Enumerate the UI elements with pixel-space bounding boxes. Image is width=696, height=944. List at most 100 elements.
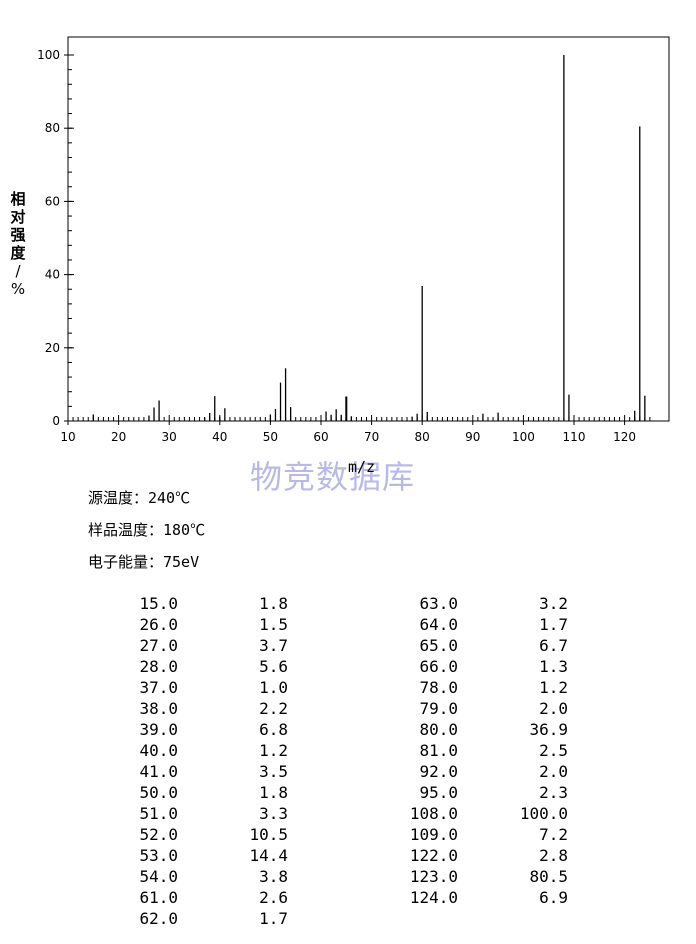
table-row: 52.0 10.5 109.0 7.2 xyxy=(100,824,568,845)
x-tick-label: 60 xyxy=(313,430,328,444)
y-tick-label: 60 xyxy=(45,194,60,208)
mz-left-cell: 15.0 xyxy=(139,594,178,613)
intensity-left-cell: 10.5 xyxy=(249,825,288,844)
x-tick-label: 120 xyxy=(613,430,636,444)
intensity-right-cell: 2.0 xyxy=(539,762,568,781)
mz-right-cell: 124.0 xyxy=(409,888,458,907)
x-tick-label: 70 xyxy=(364,430,379,444)
mz-right-cell: 123.0 xyxy=(409,867,458,886)
mz-right-cell: 63.0 xyxy=(419,594,458,613)
intensity-right-cell: 7.2 xyxy=(539,825,568,844)
table-row: 62.0 1.7 xyxy=(100,908,568,929)
source-temperature: 源温度：240℃ xyxy=(88,489,191,507)
x-tick-label: 50 xyxy=(263,430,278,444)
intensity-left-cell: 1.5 xyxy=(259,615,288,634)
table-row: 28.0 5.6 66.0 1.3 xyxy=(100,656,568,677)
y-tick-label: 100 xyxy=(37,48,60,62)
intensity-right-cell: 2.8 xyxy=(539,846,568,865)
intensity-right-cell: 1.2 xyxy=(539,678,568,697)
mz-left-cell: 62.0 xyxy=(139,909,178,928)
intensity-right-cell: 1.3 xyxy=(539,657,568,676)
intensity-left-cell: 14.4 xyxy=(249,846,288,865)
intensity-left-cell: 1.2 xyxy=(259,741,288,760)
mz-left-cell: 54.0 xyxy=(139,867,178,886)
x-tick-label: 100 xyxy=(512,430,535,444)
mz-left-cell: 40.0 xyxy=(139,741,178,760)
table-row: 38.0 2.2 79.0 2.0 xyxy=(100,698,568,719)
mz-right-cell: 79.0 xyxy=(419,699,458,718)
intensity-left-cell: 1.8 xyxy=(259,783,288,802)
mz-left-cell: 27.0 xyxy=(139,636,178,655)
table-row: 37.0 1.0 78.0 1.2 xyxy=(100,677,568,698)
x-tick-label: 110 xyxy=(563,430,586,444)
table-row: 40.0 1.2 81.0 2.5 xyxy=(100,740,568,761)
table-row: 39.0 6.8 80.0 36.9 xyxy=(100,719,568,740)
x-tick-label: 10 xyxy=(60,430,75,444)
mz-left-cell: 50.0 xyxy=(139,783,178,802)
mz-right-cell: 78.0 xyxy=(419,678,458,697)
table-row: 41.0 3.5 92.0 2.0 xyxy=(100,761,568,782)
mz-left-cell: 52.0 xyxy=(139,825,178,844)
mz-left-cell: 28.0 xyxy=(139,657,178,676)
intensity-right-cell: 100.0 xyxy=(519,804,568,823)
y-axis-ticks: 0 20 40 60 80 100 xyxy=(37,48,74,428)
mz-right-cell: 92.0 xyxy=(419,762,458,781)
intensity-left-cell: 3.3 xyxy=(259,804,288,823)
y-axis-label-char: / xyxy=(15,262,21,280)
mass-spectrum-chart: 0 20 40 60 80 100 10 20 30 40 50 60 70 80 90 100 110 120 xyxy=(37,36,670,444)
y-tick-label: 80 xyxy=(45,121,60,135)
intensity-right-cell: 6.9 xyxy=(539,888,568,907)
mz-left-cell: 51.0 xyxy=(139,804,178,823)
intensity-left-cell: 1.7 xyxy=(259,909,288,928)
table-row: 15.0 1.8 63.0 3.2 xyxy=(100,593,568,614)
mz-right-cell: 80.0 xyxy=(419,720,458,739)
y-axis-label-char: 度 xyxy=(10,244,26,262)
mz-right-cell: 108.0 xyxy=(409,804,458,823)
sample-temperature: 样品温度：180℃ xyxy=(88,521,206,539)
electron-energy: 电子能量：75eV xyxy=(88,553,200,571)
intensity-left-cell: 3.7 xyxy=(259,636,288,655)
table-row: 26.0 1.5 64.0 1.7 xyxy=(100,614,568,635)
mz-right-cell xyxy=(288,908,458,929)
y-axis-label-char: 强 xyxy=(10,226,26,244)
mz-left-cell: 53.0 xyxy=(139,846,178,865)
intensity-right-cell: 36.9 xyxy=(529,720,568,739)
intensity-right-cell xyxy=(458,908,568,929)
intensity-right-cell: 2.0 xyxy=(539,699,568,718)
mz-right-cell: 95.0 xyxy=(419,783,458,802)
table-row: 50.0 1.8 95.0 2.3 xyxy=(100,782,568,803)
intensity-left-cell: 3.8 xyxy=(259,867,288,886)
intensity-left-cell: 3.5 xyxy=(259,762,288,781)
minor-ticks xyxy=(67,54,651,422)
mz-left-cell: 39.0 xyxy=(139,720,178,739)
intensity-left-cell: 5.6 xyxy=(259,657,288,676)
intensity-right-cell: 80.5 xyxy=(529,867,568,886)
mz-right-cell: 66.0 xyxy=(419,657,458,676)
intensity-left-cell: 2.6 xyxy=(259,888,288,907)
mz-right-cell: 64.0 xyxy=(419,615,458,634)
peak-table: 15.0 1.8 63.0 3.2 26.0 1.5 64.0 1.7 27.0 3.7 65.0 6… xyxy=(100,593,568,929)
intensity-left-cell: 6.8 xyxy=(259,720,288,739)
x-tick-label: 40 xyxy=(212,430,227,444)
table-row: 51.0 3.3 108.0 100.0 xyxy=(100,803,568,824)
table-row: 61.0 2.6 124.0 6.9 xyxy=(100,887,568,908)
intensity-right-cell: 2.5 xyxy=(539,741,568,760)
table-row: 27.0 3.7 65.0 6.7 xyxy=(100,635,568,656)
y-axis-label-char: % xyxy=(10,280,26,298)
y-tick-label: 40 xyxy=(45,268,60,282)
table-row: 54.0 3.8 123.0 80.5 xyxy=(100,866,568,887)
x-tick-label: 90 xyxy=(465,430,480,444)
x-tick-label: 30 xyxy=(162,430,177,444)
mz-left-cell: 38.0 xyxy=(139,699,178,718)
table-row: 53.0 14.4 122.0 2.8 xyxy=(100,845,568,866)
mz-left-cell: 37.0 xyxy=(139,678,178,697)
intensity-left-cell: 1.8 xyxy=(259,594,288,613)
intensity-left-cell: 2.2 xyxy=(259,699,288,718)
intensity-left-cell: 1.0 xyxy=(259,678,288,697)
intensity-right-cell: 1.7 xyxy=(539,615,568,634)
x-tick-label: 80 xyxy=(415,430,430,444)
y-tick-label: 0 xyxy=(52,414,60,428)
y-axis-label-char: 相 xyxy=(10,190,26,208)
mz-right-cell: 65.0 xyxy=(419,636,458,655)
spectrum-bars xyxy=(92,55,646,421)
